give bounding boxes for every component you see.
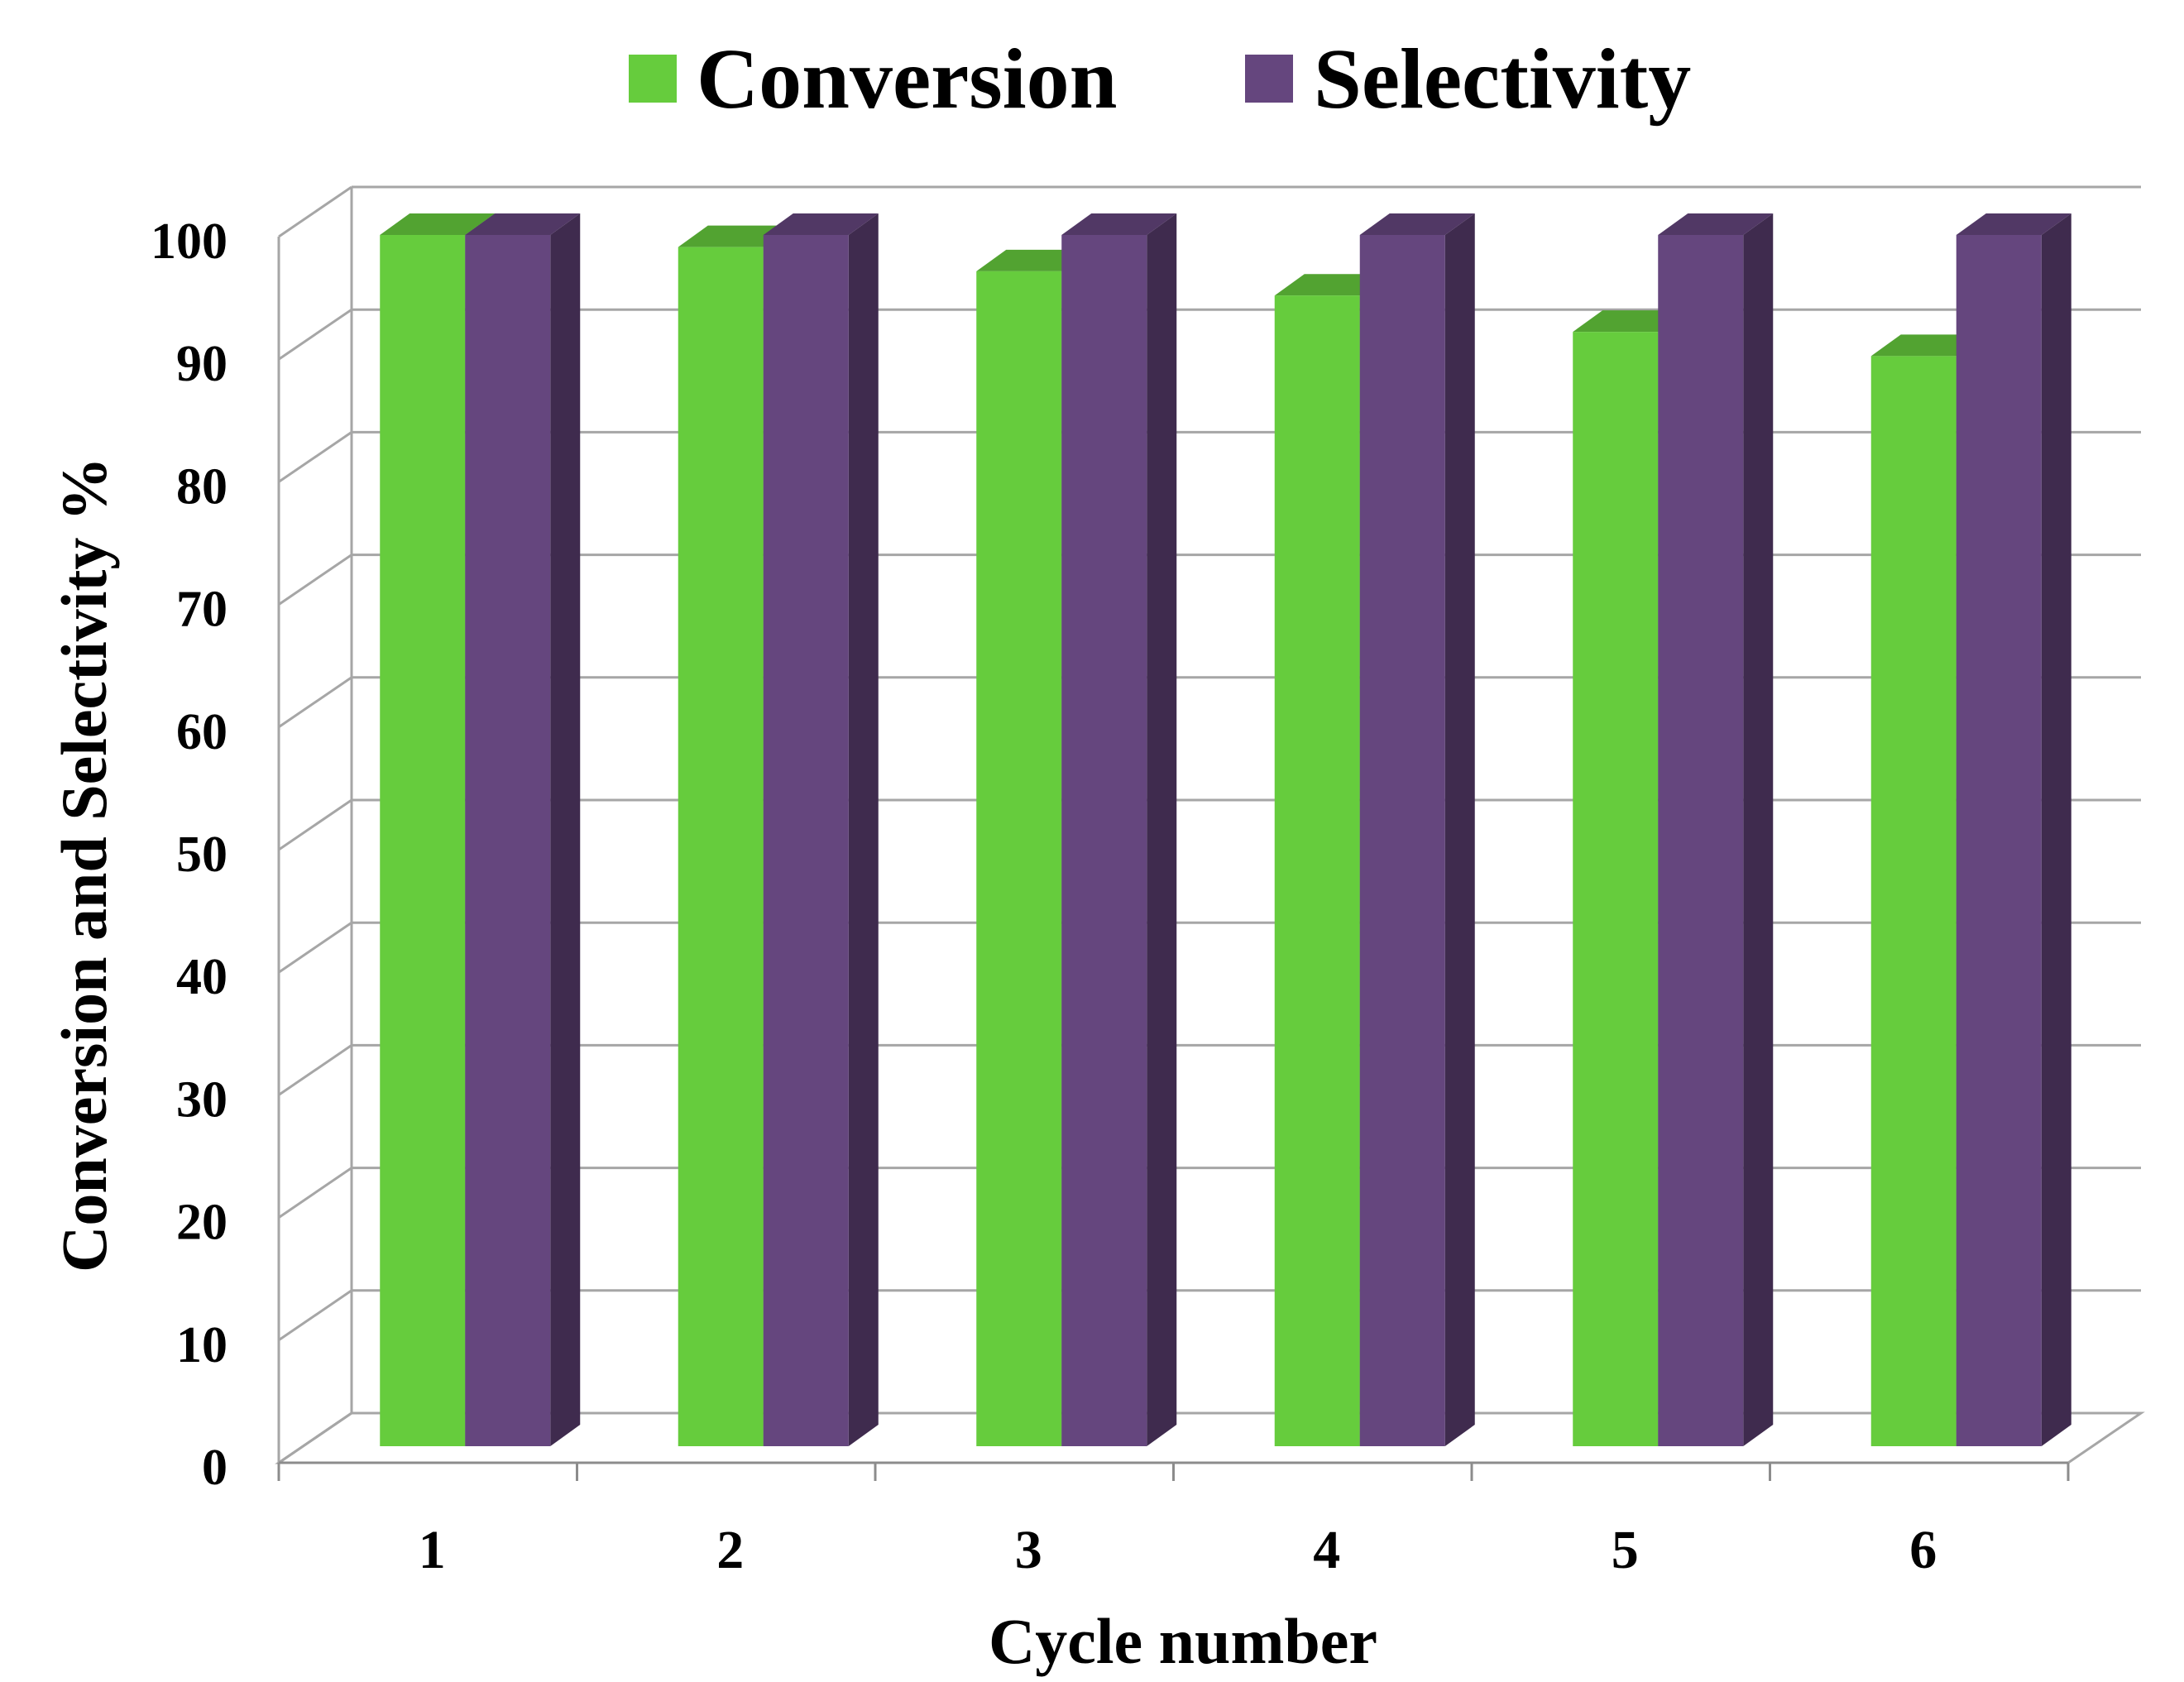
y-tick-label: 90 <box>176 336 228 392</box>
bar-top-face <box>763 213 879 235</box>
legend-label-conversion: Conversion <box>697 31 1117 127</box>
bar-selectivity-cycle-4 <box>1359 213 1475 1446</box>
y-tick-label: 40 <box>176 949 228 1005</box>
bar-top-face <box>380 213 496 235</box>
x-tick-labels: 1 2 3 4 5 6 <box>419 1520 1937 1580</box>
gridline-side <box>278 553 352 606</box>
bar-front-face <box>1658 235 1744 1446</box>
chart-floor <box>275 1411 2145 1481</box>
gridline-side <box>278 1289 352 1342</box>
gridline-side <box>278 185 352 238</box>
x-tick-label: 3 <box>1015 1520 1042 1580</box>
bar-front-face <box>465 235 551 1446</box>
bar-side-face <box>2041 213 2071 1446</box>
gridline-side <box>278 1044 352 1096</box>
gridline-side <box>278 308 352 361</box>
bar-top-face <box>465 213 581 235</box>
gridline-side <box>278 431 352 483</box>
y-axis-label: Conversion and Selectivity % <box>48 457 120 1272</box>
bar-side-face <box>1147 213 1177 1446</box>
bar-front-face <box>763 235 849 1446</box>
bar-side-face <box>1444 213 1475 1446</box>
bar-front-face <box>1870 356 1956 1446</box>
bar-side-face <box>550 213 581 1446</box>
x-axis-label: Cycle number <box>989 1605 1377 1677</box>
x-tick-label: 1 <box>419 1520 446 1580</box>
bar-side-face <box>848 213 879 1446</box>
gridline-side <box>278 921 352 974</box>
y-tick-label: 70 <box>176 582 228 638</box>
bar-selectivity-cycle-2 <box>763 213 879 1446</box>
gridline-side <box>278 798 352 851</box>
gridline-side <box>278 676 352 729</box>
bar-selectivity-cycle-6 <box>1956 213 2071 1446</box>
bar-selectivity-cycle-5 <box>1658 213 1774 1446</box>
bars-group <box>380 213 2071 1447</box>
bar-top-face <box>1061 213 1177 235</box>
gridline-side <box>278 1167 352 1219</box>
bar-side-face <box>1743 213 1774 1446</box>
y-tick-label: 30 <box>176 1071 228 1128</box>
y-tick-label: 60 <box>176 704 228 760</box>
bar-front-face <box>976 271 1062 1446</box>
bar-top-face <box>1359 213 1475 235</box>
bar-front-face <box>1956 235 2042 1446</box>
legend-label-selectivity: Selectivity <box>1314 31 1691 127</box>
bar-top-face <box>1658 213 1774 235</box>
y-tick-labels: 0 10 20 30 40 50 60 70 80 90 100 <box>151 213 228 1496</box>
y-tick-label: 20 <box>176 1195 228 1251</box>
y-tick-label: 80 <box>176 458 228 515</box>
bar-front-face <box>1359 235 1445 1446</box>
bar-front-face <box>1573 332 1659 1446</box>
bar-top-face <box>1956 213 2071 235</box>
x-tick-label: 4 <box>1313 1520 1340 1580</box>
x-tick-label: 5 <box>1612 1520 1639 1580</box>
legend-swatch-conversion <box>629 55 677 103</box>
bar-front-face <box>678 247 764 1446</box>
bar-selectivity-cycle-3 <box>1061 213 1177 1446</box>
y-tick-label: 50 <box>176 827 228 883</box>
bar-front-face <box>1061 235 1147 1446</box>
legend: Conversion Selectivity <box>629 31 1691 127</box>
x-tick-label: 6 <box>1909 1520 1937 1580</box>
gridlines <box>278 185 2141 1464</box>
y-tick-label: 100 <box>151 213 228 270</box>
bar-selectivity-cycle-1 <box>465 213 581 1446</box>
legend-swatch-selectivity <box>1245 55 1293 103</box>
y-tick-label: 10 <box>176 1317 228 1373</box>
bar-front-face <box>380 235 466 1446</box>
bar-front-face <box>1274 295 1360 1447</box>
y-tick-label: 0 <box>202 1440 228 1496</box>
x-tick-label: 2 <box>716 1520 744 1580</box>
